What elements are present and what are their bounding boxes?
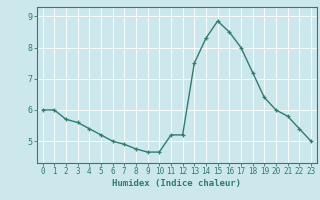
X-axis label: Humidex (Indice chaleur): Humidex (Indice chaleur) bbox=[112, 179, 241, 188]
